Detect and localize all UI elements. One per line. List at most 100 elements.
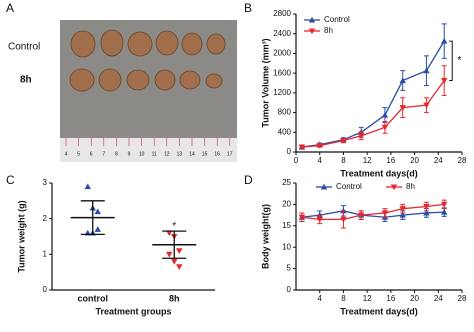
x-tick-label: 16 <box>386 294 395 303</box>
x-tick-label: 24 <box>434 156 443 165</box>
series-line <box>301 40 445 148</box>
point <box>176 264 183 271</box>
point <box>358 212 365 219</box>
ruler-label: 11 <box>152 151 157 157</box>
y-tick-label: 20 <box>282 200 291 209</box>
legend-marker <box>308 28 316 35</box>
ruler <box>60 138 237 162</box>
y-tick-label: 3 <box>43 178 48 187</box>
series-line <box>301 210 445 218</box>
significance-bracket <box>449 40 453 82</box>
series-line <box>301 203 445 221</box>
point <box>94 208 101 215</box>
point <box>441 37 448 44</box>
x-tick-label: 8 <box>341 294 346 303</box>
x-tick-label: 12 <box>363 294 372 303</box>
y-axis-label: Tumor Volume (mm³) <box>260 38 270 127</box>
panel-letter: C <box>6 173 15 187</box>
panel-letter: A <box>6 1 14 15</box>
sd-bar <box>80 200 105 236</box>
y-tick-label: 10 <box>282 242 291 251</box>
ruler-label: 4 <box>65 151 68 157</box>
y-tick-label: 2000 <box>273 49 291 58</box>
panel-letter: B <box>244 1 252 15</box>
axes <box>295 183 462 291</box>
x-axis-label: Treatment days(d) <box>340 306 418 316</box>
legend-label: Control <box>324 15 350 24</box>
y-tick-label: 15 <box>282 221 291 230</box>
point <box>298 144 306 151</box>
axes <box>51 183 215 291</box>
point <box>381 210 389 217</box>
ruler-label: 13 <box>177 151 183 157</box>
ruler-label: 5 <box>77 151 80 157</box>
x-tick-label: 4 <box>317 156 322 165</box>
point <box>399 77 406 84</box>
ruler-label: 8 <box>115 151 118 157</box>
x-tick-label: 4 <box>317 294 322 303</box>
x-axis-label: Treatment days(d) <box>340 168 418 178</box>
annotation: * <box>172 221 176 232</box>
point <box>399 211 406 218</box>
x-tick-label: 12 <box>363 156 372 165</box>
point <box>298 214 306 221</box>
ruler-label: 17 <box>227 151 233 157</box>
point <box>358 133 365 139</box>
x-tick-label: 28 <box>458 294 467 303</box>
legend-label: 8h <box>324 26 333 35</box>
legend-marker <box>320 183 328 190</box>
point <box>94 226 101 232</box>
point <box>84 183 91 190</box>
legend-label: Control <box>336 182 362 191</box>
ruler-label: 10 <box>139 151 145 157</box>
point <box>423 209 430 216</box>
ruler-label: 14 <box>189 151 195 157</box>
ruler-label: 6 <box>90 151 93 157</box>
point <box>441 77 448 84</box>
x-tick-label: 24 <box>434 294 443 303</box>
y-tick-label: 25 <box>282 178 291 187</box>
sd-bar <box>162 230 187 259</box>
x-tick-label: 20 <box>410 156 419 165</box>
point <box>399 206 406 212</box>
x-tick-label: control <box>78 293 109 303</box>
point <box>171 258 178 265</box>
y-tick-label: 0 <box>287 285 292 294</box>
x-tick-label: 16 <box>386 156 395 165</box>
panel-letter: D <box>244 173 253 187</box>
point <box>166 251 173 258</box>
annotation: * <box>457 55 462 67</box>
group-label: Control <box>8 42 40 53</box>
x-tick-label: 20 <box>410 294 419 303</box>
x-tick-label: 28 <box>458 156 467 165</box>
point <box>423 67 430 74</box>
legend-label: 8h <box>406 182 415 191</box>
group-label: 8h <box>20 75 32 86</box>
tumors <box>69 29 226 92</box>
y-tick-label: 0 <box>43 285 48 294</box>
legend-marker <box>308 16 316 23</box>
ruler-label: 9 <box>128 151 131 157</box>
series-line <box>301 80 445 148</box>
point <box>441 208 448 215</box>
ruler-label: 16 <box>214 151 220 157</box>
point <box>441 201 448 208</box>
x-tick-label: 8 <box>341 156 346 165</box>
legend-marker <box>390 184 398 191</box>
x-axis-label: Treatment groups <box>95 306 171 316</box>
ruler-label: 15 <box>202 151 208 157</box>
y-tick-label: 0 <box>287 147 292 156</box>
point <box>381 124 389 131</box>
y-tick-label: 2 <box>43 214 48 223</box>
x-tick-label: 0 <box>294 156 299 165</box>
x-tick-label: 8h <box>169 293 180 303</box>
y-tick-label: 2800 <box>273 9 291 18</box>
axes <box>295 14 462 153</box>
ruler-label: 7 <box>102 151 105 157</box>
point <box>316 216 323 223</box>
y-tick-label: 400 <box>278 127 292 136</box>
point <box>340 138 347 144</box>
ruler-label: 12 <box>164 151 170 157</box>
